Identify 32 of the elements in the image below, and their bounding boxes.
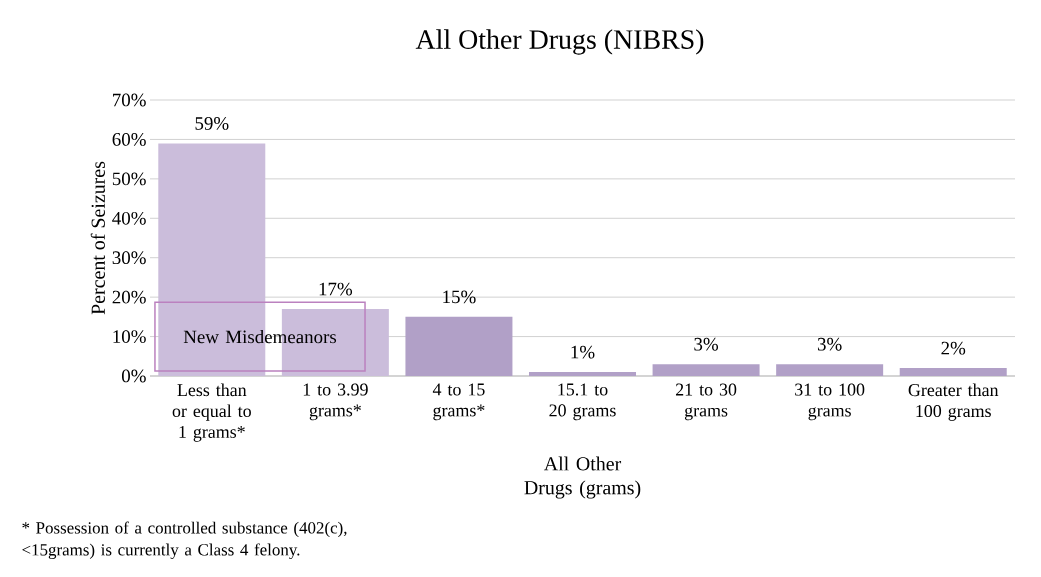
x-tick-label: 1 to 3.99 grams*	[303, 383, 368, 421]
data-label: 3%	[817, 337, 842, 351]
bar	[652, 364, 760, 376]
y-tick-label: 70%	[113, 93, 146, 107]
y-tick-label: 30%	[112, 251, 146, 265]
x-tick-label: Greater than 100 grams	[908, 383, 999, 421]
x-tick-label: 15.1 to 20 grams	[549, 383, 616, 421]
data-label: 1%	[571, 345, 595, 359]
y-axis-title: Percent of Seizures	[90, 161, 105, 315]
x-tick-label: 31 to 100 grams	[795, 383, 865, 421]
bar	[405, 316, 513, 376]
data-label: 15%	[443, 290, 476, 304]
data-label: 2%	[941, 341, 966, 355]
y-tick-label: 0%	[121, 369, 146, 383]
annotation: New Misdemeanors	[183, 329, 337, 344]
data-label: 59%	[195, 117, 229, 130]
y-tick-label: 60%	[112, 133, 146, 146]
text: * Possession of a controlled substance (402(c), <15grams) is currently a Class 4 felony.	[22, 521, 347, 560]
y-tick-label: 40%	[112, 211, 146, 225]
bar	[529, 372, 637, 376]
data-label: 17%	[319, 282, 353, 296]
y-tick-label: 20%	[112, 290, 146, 304]
x-tick-label: 4 to 15 grams*	[432, 383, 485, 421]
bar	[899, 368, 1007, 376]
y-tick-label: 10%	[113, 330, 146, 343]
x-axis-title: All Other Drugs (grams)	[524, 456, 641, 499]
y-tick-label: 50%	[112, 172, 146, 186]
data-label: 3%	[694, 337, 719, 351]
chart-title: All Other Drugs (NIBRS)	[415, 29, 704, 55]
x-tick-label: Less than or equal to 1 grams*	[172, 383, 251, 442]
bar	[776, 364, 884, 376]
x-tick-label: 21 to 30 grams	[675, 383, 737, 421]
